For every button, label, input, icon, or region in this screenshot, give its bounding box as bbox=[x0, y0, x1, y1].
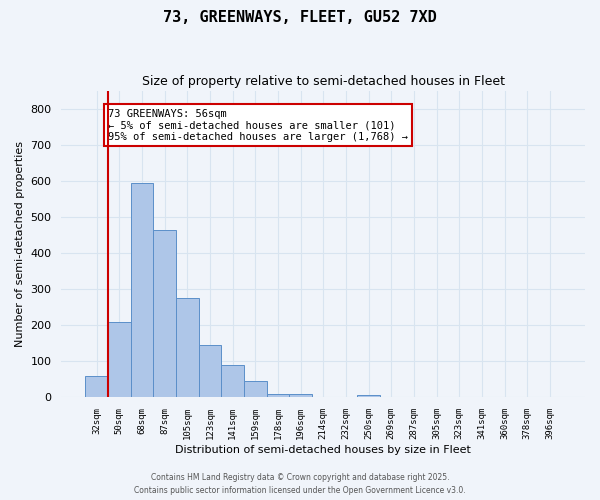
Bar bbox=[221, 365, 244, 398]
Bar bbox=[153, 230, 176, 398]
Bar bbox=[357, 394, 380, 398]
Text: 73, GREENWAYS, FLEET, GU52 7XD: 73, GREENWAYS, FLEET, GU52 7XD bbox=[163, 10, 437, 25]
Bar bbox=[244, 381, 266, 398]
Bar bbox=[131, 182, 153, 398]
Bar bbox=[289, 394, 312, 398]
Bar bbox=[266, 394, 289, 398]
Text: 73 GREENWAYS: 56sqm
← 5% of semi-detached houses are smaller (101)
95% of semi-d: 73 GREENWAYS: 56sqm ← 5% of semi-detache… bbox=[108, 108, 408, 142]
Bar bbox=[108, 322, 131, 398]
Y-axis label: Number of semi-detached properties: Number of semi-detached properties bbox=[15, 141, 25, 347]
Text: Contains HM Land Registry data © Crown copyright and database right 2025.
Contai: Contains HM Land Registry data © Crown c… bbox=[134, 474, 466, 495]
Bar bbox=[199, 345, 221, 398]
Bar bbox=[85, 376, 108, 398]
X-axis label: Distribution of semi-detached houses by size in Fleet: Distribution of semi-detached houses by … bbox=[175, 445, 471, 455]
Bar bbox=[176, 298, 199, 398]
Title: Size of property relative to semi-detached houses in Fleet: Size of property relative to semi-detach… bbox=[142, 75, 505, 88]
